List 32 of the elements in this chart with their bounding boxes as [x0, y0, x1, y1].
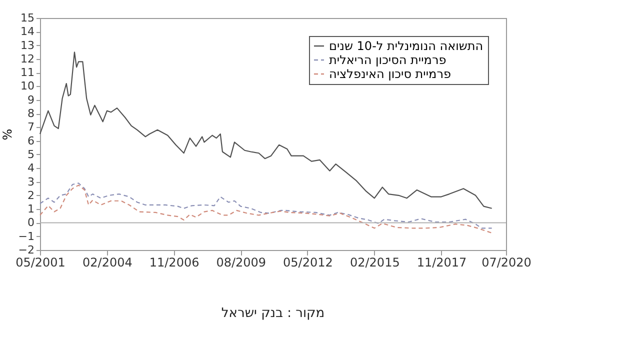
y-tick-label: −1 [18, 230, 34, 243]
legend-label: פרמיית סיכון האינפלציה [329, 67, 451, 81]
y-tick-label: 8 [28, 107, 34, 120]
y-tick-label: 2 [28, 188, 34, 202]
y-tick-label: 15 [20, 12, 34, 24]
y-tick-label: 13 [20, 38, 34, 52]
y-tick-label: 10 [20, 80, 34, 93]
line-series [39, 52, 492, 209]
y-tick-label: 12 [20, 52, 34, 66]
y-tick-label: 3 [28, 175, 34, 188]
y-tick-label: 1 [28, 202, 34, 216]
text: מקור : בנק ישראל [221, 306, 325, 321]
x-tick-label: 02/2015 [350, 256, 400, 270]
x-tick-label: 08/2009 [216, 256, 266, 270]
y-tick-label: 6 [28, 134, 34, 148]
y-axis-title: % [0, 128, 14, 140]
y-tick-label: 7 [28, 120, 34, 134]
x-tick-label: 11/2017 [416, 256, 467, 270]
y-tick-label: 5 [28, 148, 34, 161]
x-tick-label: 07/2020 [482, 256, 532, 270]
y-tick-label: 9 [28, 93, 34, 106]
y-tick-label: 4 [28, 162, 34, 175]
legend-label: התשואה הנומינלית ל-10 שנים [329, 39, 484, 53]
x-tick-label: 05/2012 [283, 256, 333, 270]
y-tick-label: 14 [20, 25, 34, 38]
y-tick-label: 11 [20, 66, 34, 80]
legend-label: פרמיית הסיכון הריאלית [329, 53, 446, 67]
x-tick-label: 11/2006 [149, 256, 200, 270]
x-tick-label: 05/2001 [16, 256, 66, 270]
y-tick-label: 0 [28, 216, 34, 230]
y-tick-label: −2 [18, 244, 34, 256]
x-tick-label: 02/2004 [82, 256, 132, 270]
